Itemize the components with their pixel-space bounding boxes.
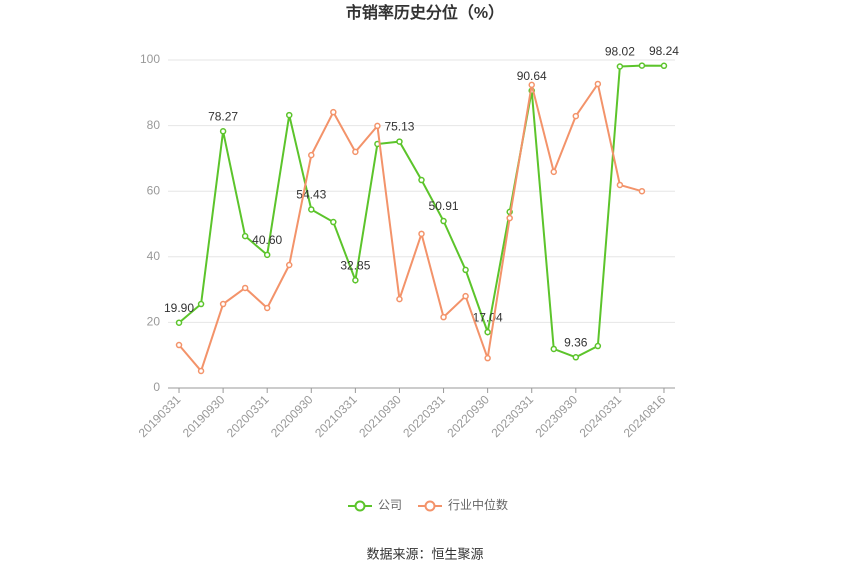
point bbox=[418, 176, 425, 184]
data-label: 54.43 bbox=[296, 188, 326, 202]
data-label: 90.64 bbox=[517, 69, 547, 83]
point bbox=[308, 151, 315, 159]
x-tick-label: 20220331 bbox=[400, 392, 448, 440]
y-tick-label: 0 bbox=[153, 380, 160, 394]
point bbox=[462, 266, 469, 274]
legend-label: 公司 bbox=[378, 498, 402, 512]
point bbox=[528, 81, 535, 89]
point bbox=[263, 304, 271, 312]
point bbox=[263, 251, 271, 259]
x-tick-label: 20230331 bbox=[488, 392, 536, 440]
x-tick-label: 20230930 bbox=[533, 392, 581, 440]
x-tick-label: 20190930 bbox=[180, 392, 228, 440]
point bbox=[462, 292, 469, 300]
point bbox=[616, 181, 624, 189]
data-label: 9.36 bbox=[564, 335, 588, 349]
point bbox=[175, 341, 183, 349]
point bbox=[241, 284, 249, 292]
data-label: 78.27 bbox=[208, 109, 238, 123]
x-tick-label: 20200331 bbox=[224, 392, 272, 440]
point bbox=[440, 217, 447, 225]
point bbox=[308, 206, 315, 213]
y-tick-label: 60 bbox=[147, 183, 161, 197]
point bbox=[506, 214, 513, 222]
point bbox=[484, 328, 491, 336]
point bbox=[550, 168, 558, 176]
legend-marker bbox=[424, 500, 436, 512]
point bbox=[638, 62, 646, 69]
data-label: 32.85 bbox=[340, 258, 370, 272]
point bbox=[330, 108, 337, 116]
point bbox=[241, 232, 249, 240]
point bbox=[219, 128, 227, 135]
point bbox=[219, 300, 227, 308]
point bbox=[352, 148, 359, 156]
legend-item: 行业中位数 bbox=[418, 497, 508, 512]
x-tick-label: 20220930 bbox=[444, 392, 492, 440]
y-tick-label: 40 bbox=[147, 249, 161, 263]
y-tick-label: 100 bbox=[140, 52, 160, 66]
data-label: 19.90 bbox=[164, 301, 194, 315]
series-line bbox=[178, 81, 643, 373]
y-tick-label: 20 bbox=[147, 315, 161, 329]
data-label: 98.02 bbox=[605, 45, 635, 59]
data-label: 17.04 bbox=[473, 310, 503, 324]
point bbox=[396, 138, 403, 145]
data-label: 98.24 bbox=[649, 44, 679, 58]
point bbox=[660, 62, 668, 70]
x-tick-label: 20190331 bbox=[136, 392, 184, 440]
series-line bbox=[178, 64, 664, 359]
point bbox=[550, 345, 558, 353]
source: 数据来源：恒生聚源 bbox=[366, 546, 483, 561]
point bbox=[374, 122, 381, 130]
point bbox=[616, 63, 624, 70]
point bbox=[572, 112, 580, 120]
legend-item: 公司 bbox=[348, 498, 402, 512]
point bbox=[285, 261, 293, 269]
point bbox=[440, 313, 447, 321]
point bbox=[638, 187, 646, 195]
point bbox=[418, 230, 425, 238]
x-tick-label: 20210930 bbox=[356, 392, 404, 440]
point bbox=[572, 354, 580, 361]
x-tick-label: 20200930 bbox=[268, 392, 316, 440]
x-tick-label: 20240816 bbox=[621, 392, 669, 440]
chart-title: 市销率历史分位（%） bbox=[346, 3, 504, 22]
x-tick-label: 20240331 bbox=[577, 392, 625, 440]
y-tick-label: 80 bbox=[147, 118, 161, 132]
point bbox=[197, 300, 205, 308]
data-label: 50.91 bbox=[429, 199, 459, 213]
point bbox=[330, 218, 337, 226]
point bbox=[484, 354, 491, 362]
point bbox=[175, 319, 183, 326]
point bbox=[594, 80, 602, 88]
point bbox=[197, 367, 205, 375]
legend-marker bbox=[354, 500, 366, 512]
legend-label: 行业中位数 bbox=[448, 497, 508, 512]
x-tick-label: 20210331 bbox=[312, 392, 360, 440]
point bbox=[594, 342, 602, 350]
point bbox=[396, 295, 403, 303]
point bbox=[285, 111, 293, 119]
data-label: 75.13 bbox=[384, 120, 414, 134]
data-label: 40.60 bbox=[252, 233, 282, 247]
point bbox=[352, 277, 359, 284]
